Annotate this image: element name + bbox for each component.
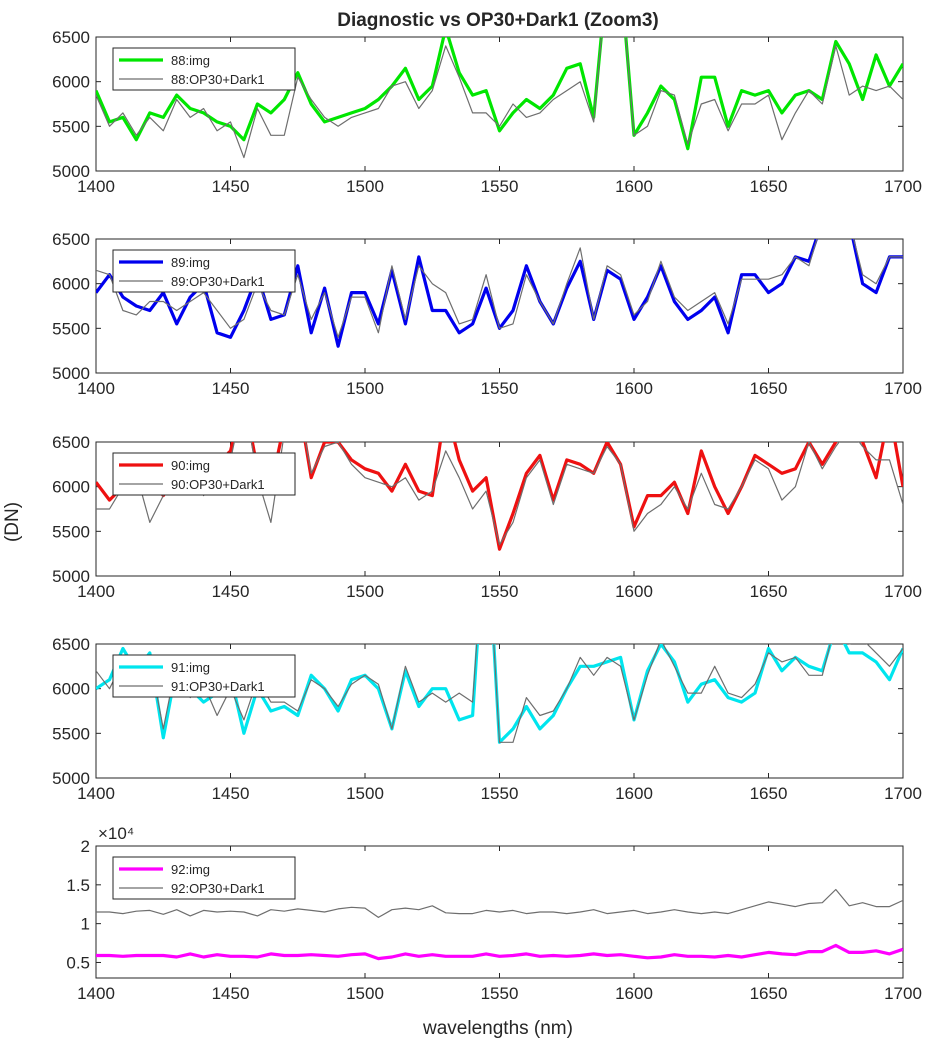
plot-area (96, 888, 903, 961)
x-tick-label: 1650 (750, 984, 788, 1003)
x-tick-label: 1500 (346, 784, 384, 803)
y-tick-label: 6500 (52, 230, 90, 249)
legend-label: 88:img (171, 53, 210, 68)
series-line-reference (96, 239, 903, 338)
legend-label: 91:OP30+Dark1 (171, 679, 265, 694)
x-tick-label: 1600 (615, 984, 653, 1003)
x-tick-label: 1550 (481, 379, 519, 398)
series-line-reference (96, 888, 903, 919)
x-tick-label: 1600 (615, 582, 653, 601)
subplot-2: 1400 1450 1500 1550 1600 1650 1700 5000 5500 6000… (52, 230, 922, 398)
x-tick-label: 1700 (884, 984, 922, 1003)
x-tick-label: 1500 (346, 177, 384, 196)
legend: 91:img 91:OP30+Dark1 (112, 654, 296, 698)
x-tick-label: 1550 (481, 784, 519, 803)
legend-label: 89:OP30+Dark1 (171, 274, 265, 289)
x-tick-label: 1550 (481, 582, 519, 601)
x-tick-label: 1450 (212, 784, 250, 803)
y-tick-label: 5500 (52, 724, 90, 743)
y-tick-label: 5000 (52, 769, 90, 788)
x-tick-label: 1400 (77, 582, 115, 601)
y-tick-label: 1 (81, 915, 90, 934)
subplot-3: 1400 1450 1500 1550 1600 1650 1700 5000 5500 6000… (52, 433, 922, 601)
legend-label: 90:OP30+Dark1 (171, 477, 265, 492)
x-tick-label: 1400 (77, 984, 115, 1003)
x-tick-label: 1400 (77, 784, 115, 803)
plot-area (96, 37, 903, 159)
x-tick-label: 1650 (750, 784, 788, 803)
y-tick-label: 5000 (52, 567, 90, 586)
subplot-5: 1400 1450 1500 1550 1600 1650 1700 0.5 1 1.5 2 ×10⁴… (66, 824, 922, 1003)
figure-title: Diagnostic vs OP30+Dark1 (Zoom3) (337, 10, 659, 31)
y-tick-label: 5000 (52, 162, 90, 181)
y-exponent-label: ×10⁴ (98, 824, 134, 843)
y-tick-label: 6000 (52, 275, 90, 294)
legend-label: 92:OP30+Dark1 (171, 881, 265, 896)
legend: 90:img 90:OP30+Dark1 (112, 452, 296, 496)
figure-xlabel: wavelengths (nm) (422, 1018, 573, 1039)
legend-label: 88:OP30+Dark1 (171, 72, 265, 87)
legend-label: 92:img (171, 862, 210, 877)
x-tick-label: 1500 (346, 379, 384, 398)
subplot-1: 1400 1450 1500 1550 1600 1650 1700 5000 5500 6000… (52, 28, 922, 196)
legend-box (112, 452, 296, 496)
x-tick-label: 1450 (212, 177, 250, 196)
x-tick-label: 1450 (212, 582, 250, 601)
x-tick-label: 1600 (615, 177, 653, 196)
x-tick-label: 1400 (77, 177, 115, 196)
legend-box (112, 47, 296, 91)
x-tick-label: 1400 (77, 379, 115, 398)
subplot-grid: 1400 1450 1500 1550 1600 1650 1700 5000 5500 6000… (52, 28, 922, 1003)
legend-label: 91:img (171, 660, 210, 675)
y-tick-label: 5000 (52, 364, 90, 383)
legend: 89:img 89:OP30+Dark1 (112, 249, 296, 293)
x-tick-label: 1650 (750, 177, 788, 196)
x-tick-label: 1650 (750, 379, 788, 398)
x-tick-label: 1500 (346, 984, 384, 1003)
series-line-img (96, 442, 903, 551)
series-line-reference (96, 37, 903, 159)
x-tick-label: 1600 (615, 379, 653, 398)
y-tick-label: 5500 (52, 117, 90, 136)
x-tick-label: 1550 (481, 984, 519, 1003)
y-tick-label: 6500 (52, 28, 90, 47)
x-tick-label: 1650 (750, 582, 788, 601)
legend-label: 90:img (171, 458, 210, 473)
x-tick-label: 1500 (346, 582, 384, 601)
y-tick-label: 1.5 (66, 876, 90, 895)
legend: 92:img 92:OP30+Dark1 (112, 856, 296, 900)
y-tick-label: 2 (81, 837, 90, 856)
series-line-img (96, 37, 903, 151)
x-tick-label: 1550 (481, 177, 519, 196)
series-line-img (96, 943, 903, 961)
x-tick-label: 1700 (884, 379, 922, 398)
legend-label: 89:img (171, 255, 210, 270)
legend-box (112, 654, 296, 698)
x-tick-label: 1700 (884, 582, 922, 601)
plot-area (96, 239, 903, 348)
y-tick-label: 6500 (52, 433, 90, 452)
y-tick-label: 0.5 (66, 953, 90, 972)
legend: 88:img 88:OP30+Dark1 (112, 47, 296, 91)
x-tick-label: 1450 (212, 379, 250, 398)
x-tick-label: 1450 (212, 984, 250, 1003)
legend-box (112, 249, 296, 293)
x-tick-label: 1700 (884, 177, 922, 196)
figure-ylabel: (DN) (2, 502, 23, 542)
legend-box (112, 856, 296, 900)
y-tick-label: 5500 (52, 319, 90, 338)
x-tick-label: 1600 (615, 784, 653, 803)
y-tick-label: 6500 (52, 635, 90, 654)
y-tick-label: 5500 (52, 522, 90, 541)
y-tick-label: 6000 (52, 478, 90, 497)
y-tick-label: 6000 (52, 680, 90, 699)
subplot-4: 1400 1450 1500 1550 1600 1650 1700 5000 5500 6000… (52, 635, 922, 803)
y-tick-label: 6000 (52, 73, 90, 92)
x-tick-label: 1700 (884, 784, 922, 803)
